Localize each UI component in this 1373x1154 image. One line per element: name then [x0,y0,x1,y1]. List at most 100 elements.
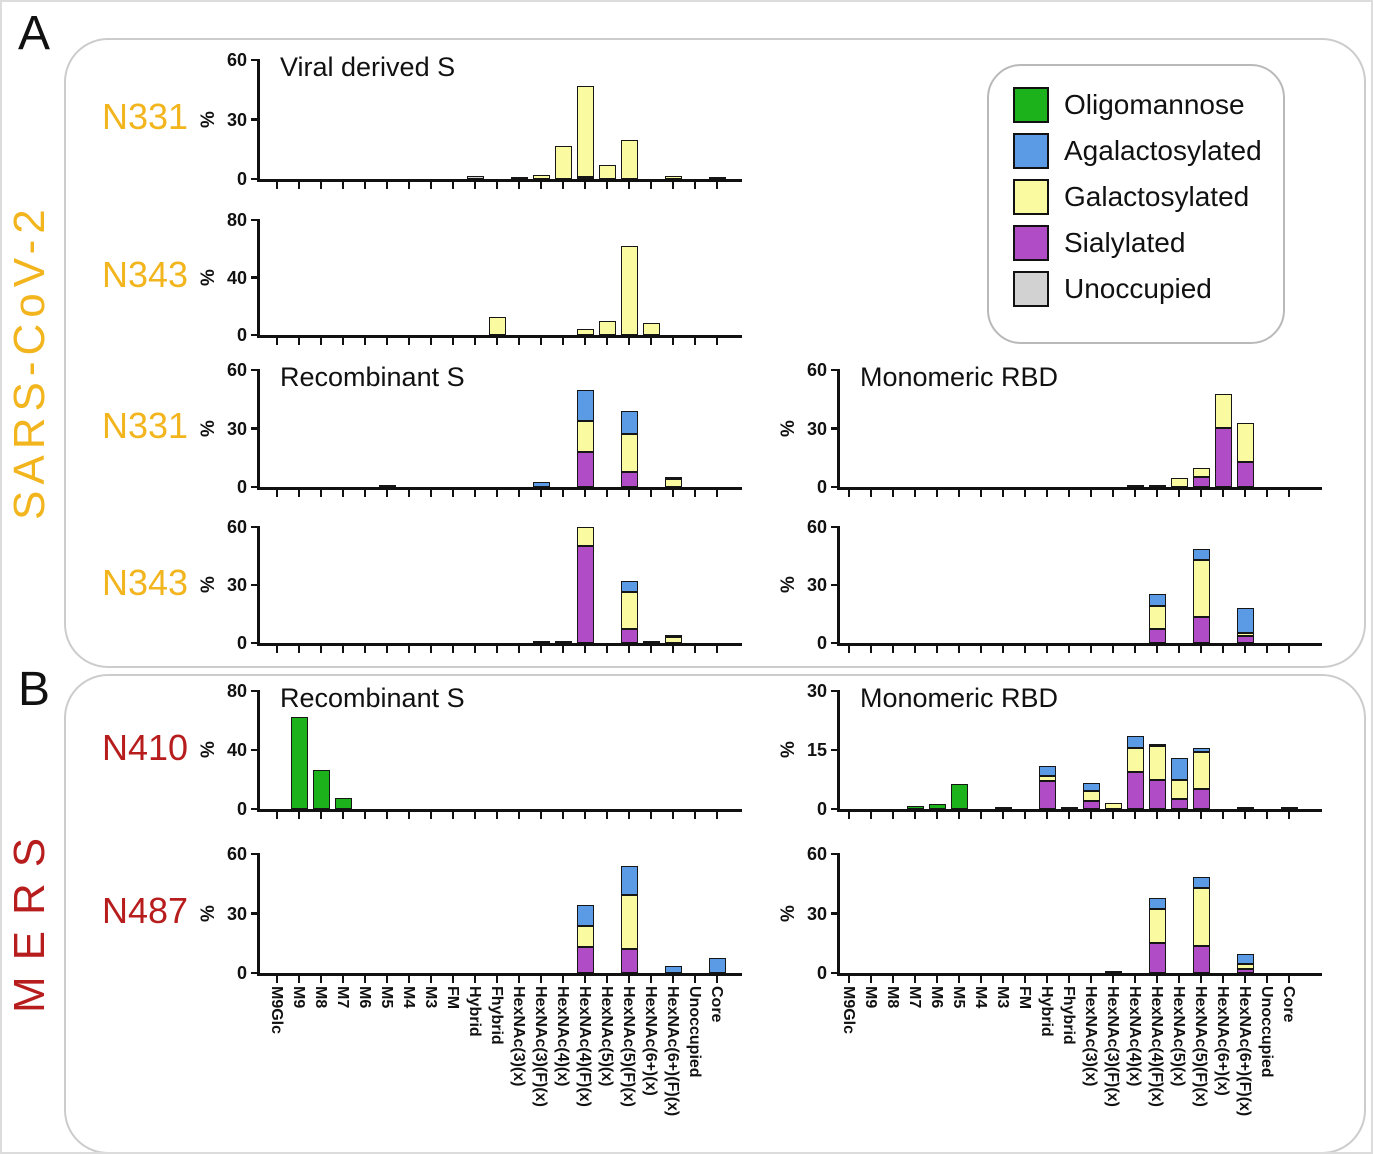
bar-segment-galactosylated [1192,751,1210,790]
x-tick-mark [407,335,411,345]
x-tick-mark [649,335,653,345]
x-tick-mark [671,643,675,653]
y-tick-mark [831,525,840,529]
x-tick-mark [583,643,587,653]
y-tick-mark [251,58,260,62]
x-tick-mark [517,973,521,983]
bar-segment-agalactosylated [1192,748,1210,752]
bar-segment-agalactosylated [532,641,550,643]
x-tick-mark [363,973,367,983]
x-tick-mark [473,643,477,653]
x-tick-mark [957,643,961,653]
x-tick-mark [539,643,543,653]
x-tick-mark [1089,973,1093,983]
x-tick-mark [627,643,631,653]
x-tick-mark [495,179,499,189]
bar-segment-agalactosylated [1148,484,1166,487]
x-tick-mark [517,487,521,497]
x-tick-mark [1199,643,1203,653]
x-tick-mark [1287,973,1291,983]
x-category-label: HexNAc(3)(x) [509,986,527,1087]
y-tick-mark [251,641,260,645]
x-tick-mark [869,487,873,497]
chart-n343-recombinant-s: % 0 30 60 [198,518,742,653]
agalactosylated-swatch-icon [1013,133,1049,169]
bar-segment-agalactosylated [664,966,682,973]
chart-title: Monomeric RBD [860,362,1059,392]
x-category-label: HexNAc(3)(F)(x) [531,986,549,1107]
y-tick-label: 0 [236,799,247,819]
bar-segment-galactosylated [1236,422,1254,462]
y-tick-label: 15 [806,740,827,760]
x-category-label: M7 [333,986,351,1009]
x-category-label: M5 [377,986,395,1009]
y-tick-mark [251,177,260,181]
bar-segment-sialylated [576,177,594,179]
panel-b-outline [64,674,1366,1152]
y-tick-mark [251,852,260,856]
site-label-n487: N487 [101,890,189,931]
x-tick-mark [935,973,939,983]
x-tick-mark [1111,487,1115,497]
bar-segment-sialylated [1126,771,1144,809]
x-tick-mark [583,179,587,189]
y-tick-label: 0 [816,633,827,653]
x-category-label: HexNAc(6+)(F)(x) [1235,986,1253,1117]
bar-segment-sialylated [1192,477,1210,487]
x-tick-mark [671,487,675,497]
x-tick-mark [1089,487,1093,497]
x-tick-mark [583,809,587,819]
x-tick-mark [935,809,939,819]
x-tick-mark [275,487,279,497]
y-tick-mark [831,427,840,430]
panel-a-letter: A [18,7,51,60]
site-label-n343: N343 [101,561,189,603]
x-tick-mark [561,973,565,983]
bar-segment-agalactosylated [1038,765,1056,776]
x-tick-mark [913,973,917,983]
y-tick-mark [831,641,840,645]
x-category-label: HexNAc(6+)(x) [641,986,659,1096]
bar-segment-galactosylated [1148,606,1166,629]
y-tick-label: 60 [226,50,247,70]
bar-segment-galactosylated [488,317,506,335]
x-tick-mark [275,335,279,345]
x-tick-mark [1133,809,1137,819]
bar-segment-galactosylated [664,636,682,643]
x-tick-mark [671,335,675,345]
y-tick-label: 30 [806,903,827,924]
y-tick-mark [831,583,840,587]
x-tick-mark [935,487,939,497]
x-tick-mark [341,643,345,653]
bar-segment-galactosylated [1148,908,1166,944]
x-tick-mark [649,487,653,497]
x-tick-mark [451,809,455,819]
bar-segment-galactosylated [1236,964,1254,970]
bar-segment-galactosylated [1038,775,1056,782]
y-tick-label: 60 [806,517,827,537]
x-tick-mark [583,335,587,345]
y-tick-mark [831,912,840,915]
x-tick-mark [451,973,455,983]
x-category-label: HexNAc(3)(F)(x) [1103,986,1121,1107]
x-category-label: M5 [949,986,967,1009]
x-tick-mark [495,809,499,819]
y-tick-mark [251,912,260,915]
x-tick-mark [1023,487,1027,497]
x-category-label: FM [1015,986,1033,1010]
bar-segment-galactosylated [1192,468,1210,478]
x-tick-mark [275,809,279,819]
bar-segment-agalactosylated [1148,593,1166,607]
x-category-label: M6 [927,986,945,1009]
x-tick-mark [605,179,609,189]
x-tick-mark [297,487,301,497]
y-tick-mark [251,485,260,489]
x-tick-mark [693,643,697,653]
bar-segment-galactosylated [620,245,638,335]
y-tick-mark [251,525,260,529]
bar-segment-sialylated [1236,969,1254,973]
x-category-label: FM [443,986,461,1010]
bar-segment-sialylated [1236,461,1254,487]
x-tick-mark [495,643,499,653]
chart-title: Viral derived S [280,52,456,82]
